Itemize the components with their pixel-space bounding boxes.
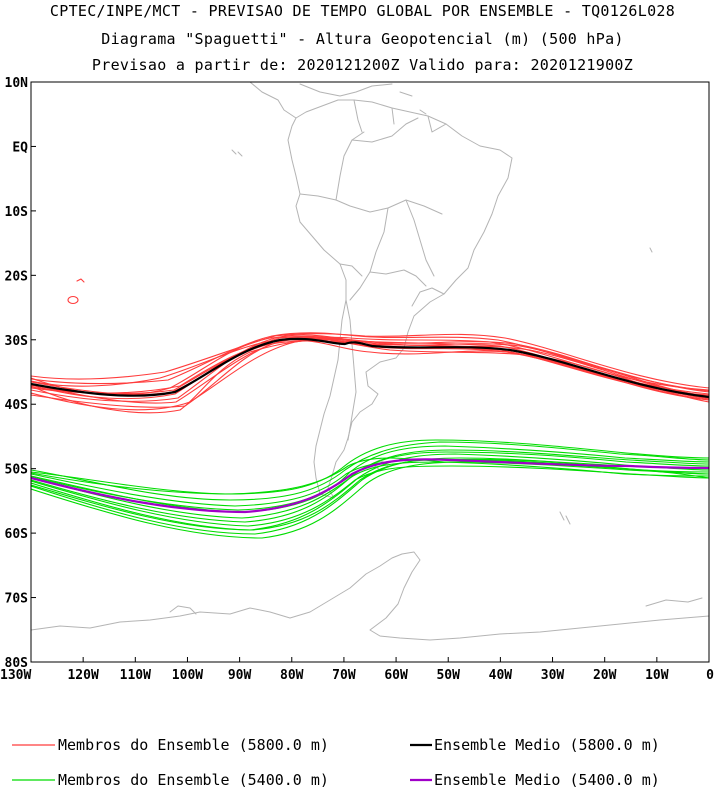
legend-label-mean-5400: Ensemble Medio (5400.0 m) — [434, 771, 660, 789]
legend: Membros do Ensemble (5800.0 m) Ensemble … — [12, 736, 660, 789]
lon-tick-label: 20W — [593, 668, 617, 683]
lat-tick-label: 60S — [5, 527, 29, 542]
plot-area — [31, 82, 709, 662]
header-title-line-2: Diagrama "Spaguetti" - Altura Geopotenci… — [101, 30, 624, 48]
small-closed-contours — [67, 278, 85, 305]
lat-tick-label: 30S — [5, 334, 29, 349]
lon-tick-label: 80W — [280, 668, 304, 683]
lon-tick-label: 100W — [172, 668, 203, 683]
lat-tick-label: 80S — [5, 656, 29, 671]
header-title-line-3: Previsao a partir de: 2020121200Z Valido… — [91, 56, 634, 74]
lon-tick-label: 120W — [67, 668, 98, 683]
lat-tick-label: EQ — [12, 140, 28, 155]
lat-tick-label: 50S — [5, 463, 29, 478]
lon-tick-label: 10W — [645, 668, 669, 683]
lat-tick-label: 10S — [5, 205, 29, 220]
lon-tick-label: 30W — [541, 668, 565, 683]
lon-tick-label: 50W — [436, 668, 460, 683]
lat-tick-label: 20S — [5, 269, 29, 284]
plot-frame — [30, 81, 710, 663]
latitude-axis: 10N EQ 10S 20S 30S 40S 50S 60S 70S 80S — [5, 76, 36, 671]
legend-label-members-5800: Membros do Ensemble (5800.0 m) — [58, 736, 329, 754]
longitude-axis: 130W 120W 110W 100W 90W 80W 70W 60W 50W 40W 30W 20W… — [0, 657, 714, 683]
lon-tick-label: 130W — [0, 668, 31, 683]
legend-label-mean-5800: Ensemble Medio (5800.0 m) — [434, 736, 660, 754]
lat-tick-label: 40S — [5, 398, 29, 413]
members-5400 — [31, 439, 709, 539]
lon-tick-label: 90W — [228, 668, 252, 683]
lat-tick-label: 10N — [5, 76, 29, 91]
ensemble-mean-5400-line — [31, 458, 709, 514]
header-title-line-1: CPTEC/INPE/MCT - PREVISAO DE TEMPO GLOBA… — [49, 2, 676, 20]
lon-tick-label: 0 — [706, 668, 714, 683]
lon-tick-label: 70W — [332, 668, 356, 683]
lon-tick-label: 60W — [384, 668, 408, 683]
lat-tick-label: 70S — [5, 592, 29, 607]
lon-tick-label: 110W — [120, 668, 151, 683]
coastlines — [31, 82, 709, 641]
ensemble-mean-5800-line — [31, 337, 709, 399]
lon-tick-label: 40W — [489, 668, 513, 683]
legend-label-members-5400: Membros do Ensemble (5400.0 m) — [58, 771, 329, 789]
